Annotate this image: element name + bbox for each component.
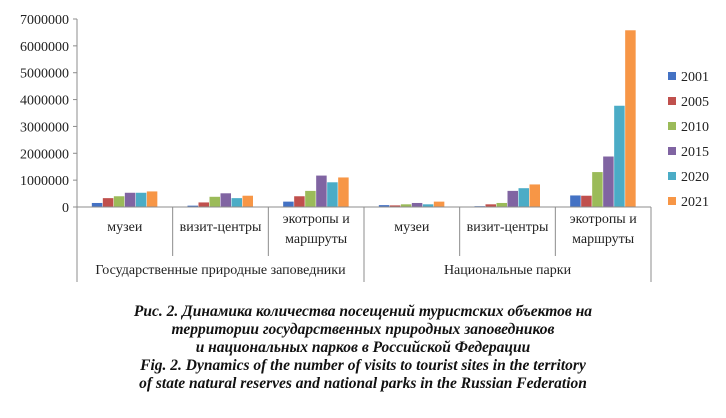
bar <box>433 201 445 207</box>
legend-label: 2001 <box>681 70 709 85</box>
category-label: экотропы и <box>570 212 638 227</box>
bar <box>485 204 496 207</box>
bar <box>220 193 231 207</box>
bar <box>507 190 518 207</box>
bar <box>113 196 125 207</box>
category-label: визит-центры <box>180 220 262 235</box>
bar <box>91 202 103 207</box>
bar <box>146 191 158 207</box>
bar <box>625 30 636 208</box>
bar <box>135 192 147 207</box>
caption-ru-line-1: Рис. 2. Динамика количества посещений ту… <box>133 303 593 320</box>
bar <box>231 198 242 207</box>
legend-swatch <box>668 147 676 155</box>
bar <box>603 156 614 207</box>
bar <box>327 182 338 207</box>
bar <box>294 196 305 207</box>
group-label: Национальные парки <box>444 263 572 278</box>
figure-caption: Рис. 2. Динамика количества посещений ту… <box>0 303 726 393</box>
y-tick-label: 2000000 <box>20 147 69 162</box>
bar <box>581 195 592 207</box>
y-tick-label: 0 <box>62 201 69 216</box>
category-label: музеи <box>394 220 430 235</box>
legend-swatch <box>668 97 676 105</box>
bar <box>570 195 581 207</box>
bar <box>209 196 220 207</box>
bar <box>496 202 507 207</box>
y-tick-label: 6000000 <box>20 40 69 55</box>
y-tick-label: 3000000 <box>20 120 69 135</box>
legend-label: 2021 <box>681 195 709 210</box>
bar <box>283 201 294 207</box>
y-tick-label: 5000000 <box>20 67 69 82</box>
category-label: экотропы и <box>283 212 351 227</box>
bar <box>411 202 423 207</box>
bar <box>102 198 114 207</box>
bar <box>338 177 349 207</box>
bar <box>422 204 434 207</box>
bar <box>400 204 412 207</box>
bar <box>124 192 136 207</box>
category-label: музеи <box>107 220 143 235</box>
legend-label: 2020 <box>681 170 709 185</box>
legend-label: 2010 <box>681 120 709 135</box>
legend-label: 2005 <box>681 95 709 110</box>
legend-swatch <box>668 72 676 80</box>
bar <box>518 188 529 207</box>
category-label: маршруты <box>285 232 348 247</box>
bar <box>316 175 327 207</box>
group-label: Государственные природные заповедники <box>95 263 346 278</box>
legend-label: 2015 <box>681 145 709 160</box>
bar <box>389 205 401 207</box>
legend-swatch <box>668 122 676 130</box>
caption-en-line-1: Fig. 2. Dynamics of the number of visits… <box>140 357 586 374</box>
caption-en-line-2: of state natural reserves and national p… <box>139 375 587 392</box>
y-tick-label: 4000000 <box>20 94 69 109</box>
bar <box>614 105 625 207</box>
y-tick-label: 7000000 <box>20 13 69 28</box>
bar <box>529 184 540 207</box>
bar <box>592 172 603 207</box>
bar <box>378 205 390 207</box>
legend-swatch <box>668 172 676 180</box>
caption-ru-line-3: и национальных парков в Российской Федер… <box>195 339 531 356</box>
bar <box>242 195 253 207</box>
y-tick-label: 1000000 <box>20 174 69 189</box>
bar-chart: 0 1000000 2000000 3000000 4000000 5000000 6000… <box>20 13 709 282</box>
caption-ru-line-2: территории государственных природных зап… <box>171 321 555 338</box>
legend-swatch <box>668 197 676 205</box>
category-label: маршруты <box>572 232 635 247</box>
category-label: визит-центры <box>467 220 549 235</box>
bar <box>187 205 198 207</box>
bar <box>198 202 209 207</box>
bar <box>305 190 316 207</box>
